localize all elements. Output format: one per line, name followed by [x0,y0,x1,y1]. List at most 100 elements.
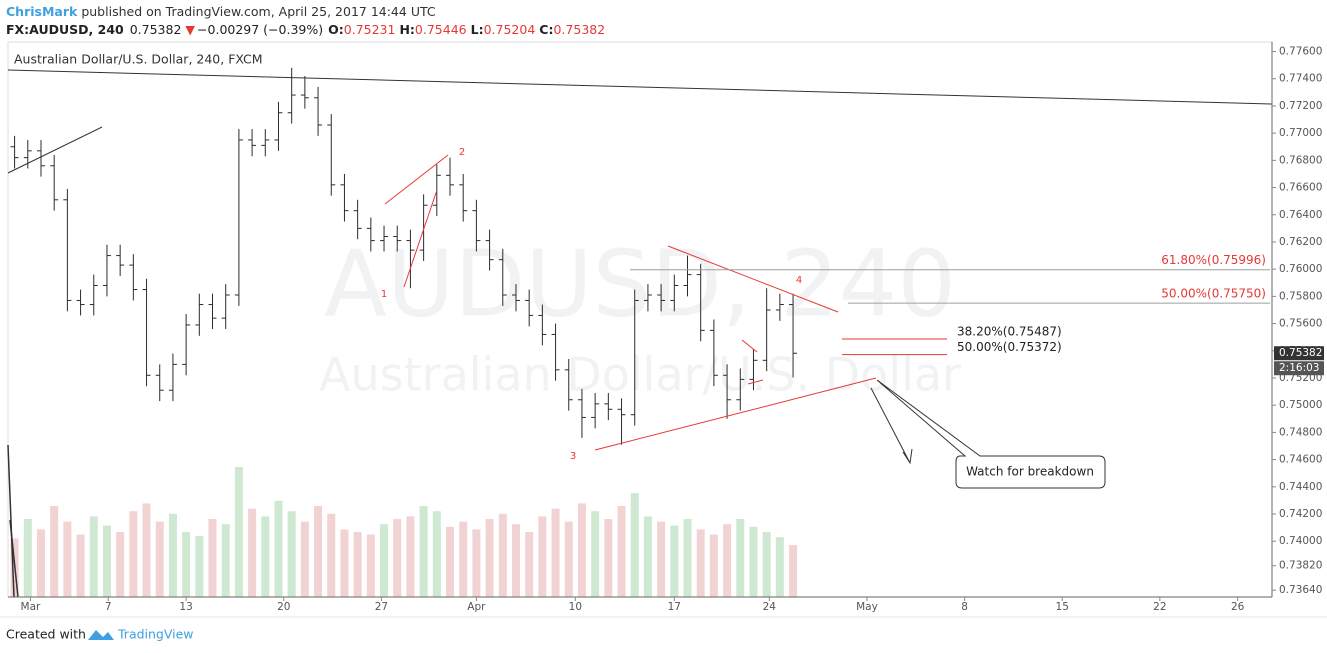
triangle-upper [667,245,839,313]
volume-bar [50,506,59,597]
volume-bar [775,537,784,597]
volume-bar [564,521,573,597]
wave-line [741,339,758,353]
volume-bar [208,519,217,597]
o: 0.75231 [344,22,396,37]
volume-bar [63,521,72,597]
volume-bar [274,500,283,597]
watermark: AUDUSD, 240 [324,230,956,337]
fib-label: 61.80%(0.75996) [1161,253,1266,267]
volume-bar [419,506,428,597]
volume-bar [221,524,230,597]
volume-bar [617,506,626,597]
h-label: H: [399,22,414,37]
published: published on TradingView.com, April 25, … [81,4,436,19]
h: 0.75446 [415,22,467,37]
trend-line [7,69,1273,105]
volume-bar [366,534,375,597]
y-tick-label: 0.77600 [1279,46,1322,58]
volume-bar [380,524,389,597]
y-tick-label: 0.74000 [1279,535,1322,547]
arrow: ▼ [185,22,195,37]
y-tick-label: 0.74200 [1279,508,1322,520]
y-tick-label: 0.77200 [1279,100,1322,112]
y-tick-label: 0.73820 [1279,560,1322,572]
volume-bar [406,516,415,597]
volume-bar [709,534,718,597]
volume-bar [723,524,732,597]
x-tick-label: 13 [179,601,192,613]
x-tick-label: May [856,601,878,613]
logo [88,630,114,640]
wave-label: 2 [459,147,465,158]
x-tick-label: 27 [375,601,388,613]
y-tick-label: 0.75000 [1279,399,1322,411]
volume-bar [432,511,441,597]
x-tick-label: 8 [961,601,968,613]
x-tick-label: 22 [1153,601,1166,613]
volume-bar [577,503,586,597]
volume-bar [234,467,243,597]
volume-bar [591,511,600,597]
c: 0.75382 [553,22,605,37]
volume-bar [102,525,111,597]
y-tick-label: 0.76200 [1279,236,1322,248]
fib-label: 50.00%(0.75372) [957,340,1062,354]
volume-bar [551,508,560,597]
volume-bar [643,516,652,597]
volume-bar [511,524,520,597]
volume-bar [525,532,534,597]
wave-label: 4 [796,275,802,286]
volume-bar [182,532,191,597]
volume-bar [498,513,507,597]
wave-label: 3 [570,451,576,462]
last: 0.75382 [130,22,182,37]
volume-bar [670,525,679,597]
trend-line [9,519,19,598]
volume-bar [314,506,323,597]
x-tick-label: Apr [467,601,486,613]
y-tick-label: 0.74800 [1279,426,1322,438]
volume-bar [459,521,468,597]
volume-bar [287,511,296,597]
callout-text: Watch for breakdown [966,465,1094,479]
fib-label: 50.00%(0.75750) [1161,287,1266,301]
volume-bar [736,519,745,597]
volume-bar [683,519,692,597]
author[interactable]: ChrisMark [6,4,78,19]
volume-bar [353,532,362,597]
volume-bar [36,529,45,597]
y-tick-label: 0.76800 [1279,154,1322,166]
wave-label: 1 [381,289,387,300]
x-tick-label: 24 [763,601,777,613]
y-tick-label: 0.77000 [1279,127,1322,139]
header-line: ChrisMark published on TradingView.com, A… [6,4,436,19]
volume-bar [23,519,32,597]
x-tick-label: 20 [277,601,290,613]
l: 0.75204 [484,22,536,37]
price-tag-label: 0.75382 [1279,347,1322,359]
price-tag [1274,346,1324,361]
trend-line [7,126,103,174]
y-tick-label: 0.76400 [1279,209,1322,221]
o-label: O: [328,22,344,37]
volume-bar [789,545,798,597]
volume-bar [657,521,666,597]
volume-bar [300,521,309,597]
volume-bar [129,511,138,597]
volume-bar [630,493,639,597]
volume-bar [168,513,177,597]
countdown-tag [1274,361,1324,376]
footer-brand[interactable]: TradingView [117,627,194,642]
volume-bar [116,532,125,597]
callout-box [876,379,1106,489]
y-tick-label: 0.76000 [1279,263,1322,275]
chart-title: Australian Dollar/U.S. Dollar, 240, FXCM [14,52,263,67]
volume-bar [261,516,270,597]
fib-label: 38.20%(0.75487) [957,324,1062,338]
y-tick-label: 0.74600 [1279,454,1322,466]
volume-bar [604,519,613,597]
bars-layer [10,67,798,445]
breakdown-arrow [870,387,913,465]
